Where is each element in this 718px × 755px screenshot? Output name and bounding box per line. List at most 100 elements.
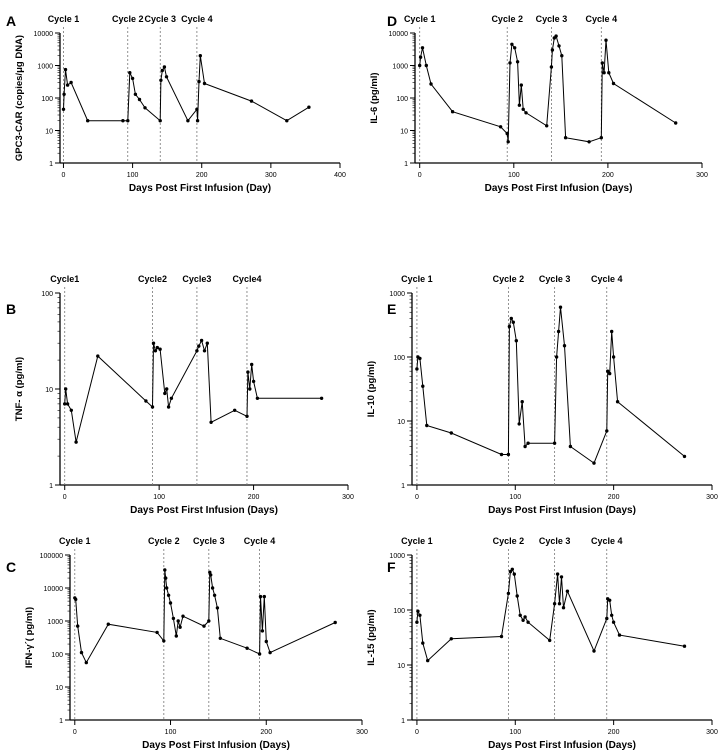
data-point: [587, 140, 591, 144]
data-point: [508, 61, 512, 65]
data-point: [592, 461, 596, 465]
x-axis-label: Days Post First Infusion (Days): [488, 740, 636, 751]
y-tick-label: 1: [49, 483, 53, 490]
data-point: [421, 384, 425, 388]
data-point: [415, 620, 419, 624]
data-point: [418, 63, 422, 68]
data-point: [246, 370, 250, 374]
cycle-label: Cycle4: [232, 274, 261, 284]
data-point: [165, 387, 169, 391]
series-line: [416, 568, 685, 662]
data-point: [166, 405, 171, 409]
data-point: [150, 405, 155, 409]
data-point: [416, 609, 420, 613]
data-point: [106, 622, 111, 626]
data-point: [602, 71, 606, 75]
chart-panel-f: F 1 10 100 1000 0 100 200 300 Days Post First Inf…: [366, 536, 718, 751]
data-point: [611, 620, 616, 624]
x-tick-label: 200: [196, 172, 208, 179]
cycle-label: Cycle 4: [244, 536, 276, 546]
data-point: [599, 136, 603, 140]
data-point: [606, 369, 610, 373]
y-tick-label: 100: [396, 96, 408, 103]
data-point: [186, 119, 190, 123]
data-point: [554, 34, 558, 38]
cycle-label: Cycle 4: [591, 536, 623, 546]
panel-letter: F: [387, 559, 396, 575]
data-point: [429, 82, 433, 86]
panel-letter: C: [6, 559, 16, 575]
cycle-label: Cycle1: [50, 274, 79, 284]
data-point: [549, 65, 554, 69]
series-line: [74, 569, 336, 664]
x-tick-label: 300: [342, 494, 354, 501]
data-point: [245, 646, 249, 650]
data-point: [169, 396, 174, 400]
cycle-label: Cycle 1: [48, 14, 80, 24]
data-point: [607, 71, 611, 75]
data-point: [202, 624, 206, 628]
series-line: [64, 339, 322, 443]
y-tick-label: 1: [404, 161, 408, 168]
data-point: [137, 97, 142, 102]
data-point: [682, 454, 687, 459]
data-point: [74, 440, 78, 444]
data-point: [617, 633, 622, 637]
data-point: [126, 119, 130, 123]
data-point: [63, 387, 68, 391]
data-point: [63, 67, 68, 72]
data-point: [255, 396, 260, 400]
data-point: [218, 636, 222, 640]
cycle-label: Cycle 1: [59, 536, 91, 546]
data-point: [568, 444, 573, 449]
data-point: [76, 624, 80, 628]
data-point: [205, 341, 209, 345]
data-point: [307, 105, 311, 109]
data-point: [79, 650, 84, 655]
data-point: [195, 119, 200, 123]
data-point: [615, 400, 620, 404]
data-point: [524, 111, 528, 115]
data-point: [523, 615, 527, 619]
data-point: [155, 345, 159, 350]
data-point: [418, 613, 422, 617]
data-point: [558, 305, 563, 309]
panel-letter: E: [387, 301, 396, 317]
data-point: [209, 573, 213, 577]
data-point: [519, 83, 523, 87]
data-point: [520, 400, 524, 404]
data-point: [506, 140, 510, 144]
x-tick-label: 300: [356, 729, 368, 736]
data-point: [515, 60, 520, 64]
data-point: [548, 638, 552, 643]
data-point: [249, 99, 254, 103]
data-point: [163, 391, 167, 396]
x-tick-label: 200: [602, 172, 614, 179]
panel-letter: A: [6, 13, 16, 29]
x-tick-label: 0: [415, 494, 419, 501]
data-point: [159, 78, 163, 83]
data-point: [418, 55, 423, 59]
data-point: [262, 594, 266, 599]
data-point: [199, 338, 204, 343]
chart-panel-b: B 1 10 100 0 100 200 300 Days Post First Infusio…: [6, 274, 354, 516]
data-point: [506, 452, 511, 457]
data-point: [611, 355, 616, 359]
data-point: [517, 422, 521, 426]
data-point: [545, 124, 549, 128]
x-tick-label: 100: [508, 172, 520, 179]
x-tick-label: 200: [608, 729, 620, 736]
y-tick-label: 1000: [389, 291, 405, 298]
data-point: [168, 601, 173, 605]
y-axis-label: IL-15 (pg/ml): [366, 609, 377, 665]
data-point: [510, 42, 514, 46]
y-tick-label: 100: [41, 291, 53, 298]
data-point: [268, 650, 272, 655]
y-tick-label: 1: [401, 718, 405, 725]
x-tick-label: 100: [153, 494, 165, 501]
data-point: [260, 629, 265, 633]
data-point: [153, 349, 158, 353]
data-point: [565, 589, 570, 593]
data-point: [198, 54, 202, 58]
chart-panel-d: D 1 10 100 1000 10000 0 100 200 300 Days Post Firs…: [369, 13, 708, 194]
